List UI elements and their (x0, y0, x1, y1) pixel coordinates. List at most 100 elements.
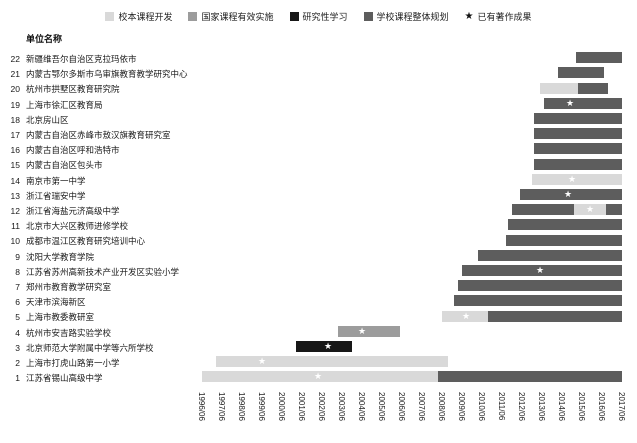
legend-item: 校本课程开发 (105, 10, 172, 23)
star-marker-icon: ★ (567, 173, 577, 184)
unit-name: 北京师范大学附属中学等六所学校 (26, 342, 154, 353)
legend-label: 校本课程开发 (118, 12, 173, 22)
unit-name: 上海市打虎山路第一小学 (26, 358, 120, 368)
gantt-bar-segment (454, 295, 622, 307)
unit-name: 内蒙古鄂尔多斯市乌审旗教育教学研究中心 (26, 69, 188, 80)
gantt-bar-segment (442, 310, 488, 322)
row-label: 3 北京师范大学附属中学等六所学校 (4, 339, 196, 354)
row-label: 15 内蒙古自治区包头市 (4, 156, 196, 171)
gantt-bar-segment (506, 234, 622, 246)
unit-name: 浙江省瑞安中学 (26, 190, 86, 201)
unit-name: 江苏省锡山高级中学 (26, 373, 103, 384)
unit-name: 上海市徐汇区教育局 (26, 99, 103, 110)
star-marker-icon: ★ (585, 204, 595, 215)
x-tick-label: 2000/06 (277, 392, 286, 421)
gantt-bar-segment (544, 97, 622, 109)
legend-item: ★ 已有著作成果 (465, 10, 532, 23)
gantt-bar-segment (606, 204, 622, 216)
gantt-bar-segment (534, 128, 622, 140)
gantt-bar-segment (540, 82, 578, 94)
gantt-bar-segment (216, 356, 448, 368)
gantt-bar-segment (202, 371, 438, 383)
legend-label: 已有著作成果 (477, 12, 532, 22)
row-number: 1 (15, 373, 20, 384)
row-label: 8 江苏省苏州高新技术产业开发区实验小学 (4, 263, 196, 278)
unit-name: 南京市第一中学 (26, 175, 86, 186)
row-label: 1 江苏省锡山高级中学 (4, 369, 196, 384)
legend-star-icon: ★ (464, 11, 474, 22)
row-label: 5 上海市教委教研室 (4, 308, 196, 323)
x-tick-label: 2014/06 (557, 392, 566, 421)
row-number: 17 (10, 130, 20, 140)
legend-swatch-icon (363, 12, 373, 21)
gantt-bar-segment (488, 310, 622, 322)
row-label: 22 新疆维吾尔自治区克拉玛依市 (4, 50, 196, 65)
unit-name: 杭州市拱墅区教育研究院 (26, 84, 120, 95)
row-number: 4 (15, 327, 20, 338)
row-number: 5 (15, 312, 20, 323)
legend-item: 研究性学习 (289, 10, 348, 23)
unit-name: 浙江省海盐元济高级中学 (26, 206, 120, 216)
row-number: 8 (15, 266, 20, 277)
row-number: 21 (10, 69, 20, 80)
row-number: 12 (10, 206, 20, 216)
unit-name: 上海市教委教研室 (26, 312, 95, 323)
gantt-bar-segment (512, 204, 574, 216)
unit-name: 北京市大兴区教师进修学校 (26, 221, 129, 232)
unit-name: 天津市滨海新区 (26, 297, 86, 308)
legend-item: 学校课程整体规划 (363, 10, 449, 23)
unit-name: 江苏省苏州高新技术产业开发区实验小学 (26, 266, 180, 277)
row-number: 16 (10, 145, 20, 156)
gantt-bar-segment (438, 371, 622, 383)
x-tick-label: 1996/06 (197, 392, 206, 421)
gantt-bar-segment (520, 188, 622, 200)
row-label: 13 浙江省瑞安中学 (4, 187, 196, 202)
unit-name: 新疆维吾尔自治区克拉玛依市 (26, 54, 137, 64)
row-label: 9 沈阳大学教育学院 (4, 248, 196, 263)
row-number: 3 (15, 342, 20, 353)
unit-name: 内蒙古自治区包头市 (26, 160, 103, 171)
unit-name: 内蒙古自治区赤峰市敖汉旗教育研究室 (26, 130, 171, 140)
star-marker-icon: ★ (257, 356, 267, 367)
gantt-bar-segment (574, 204, 606, 216)
star-marker-icon: ★ (357, 325, 367, 336)
x-tick-label: 2006/06 (397, 392, 406, 421)
row-label: 19 上海市徐汇区教育局 (4, 96, 196, 111)
row-label: 16 内蒙古自治区呼和浩特市 (4, 141, 196, 156)
chart-legend: 校本课程开发 国家课程有效实施 研究性学习 学校课程整体规划 ★ 已有著作成果 (0, 10, 637, 23)
row-label: 17 内蒙古自治区赤峰市敖汉旗教育研究室 (4, 126, 196, 141)
legend-swatch-icon (188, 12, 198, 21)
legend-item: 国家课程有效实施 (188, 10, 274, 23)
row-label: 6 天津市滨海新区 (4, 293, 196, 308)
row-label: 20 杭州市拱墅区教育研究院 (4, 80, 196, 95)
gantt-bar-segment (534, 112, 622, 124)
gantt-bar-segment (458, 280, 622, 292)
x-tick-label: 2005/06 (377, 392, 386, 421)
star-marker-icon: ★ (535, 264, 545, 275)
row-number: 14 (10, 175, 20, 186)
x-tick-label: 2015/06 (577, 392, 586, 421)
x-tick-label: 2001/06 (297, 392, 306, 421)
legend-label: 国家课程有效实施 (201, 12, 274, 22)
star-marker-icon: ★ (313, 371, 323, 382)
gantt-bar-segment (558, 67, 604, 79)
star-marker-icon: ★ (461, 310, 471, 321)
gantt-bar-segment (508, 219, 622, 231)
row-number: 7 (15, 282, 20, 292)
x-tick-label: 1998/06 (237, 392, 246, 421)
unit-name: 成都市温江区教育研究培训中心 (26, 236, 146, 247)
legend-swatch-icon (289, 12, 299, 21)
gantt-bar-segment (534, 143, 622, 155)
unit-name: 郑州市教育教学研究室 (26, 282, 112, 292)
row-number: 6 (15, 297, 20, 308)
star-marker-icon: ★ (565, 97, 575, 108)
x-tick-label: 2007/06 (417, 392, 426, 421)
legend-swatch-icon (105, 12, 115, 21)
row-number: 13 (10, 190, 20, 201)
x-tick-label: 2016/06 (597, 392, 606, 421)
row-label: 12 浙江省海盐元济高级中学 (4, 202, 196, 217)
x-tick-label: 2002/06 (317, 392, 326, 421)
gantt-bar-segment (296, 340, 352, 352)
unit-name: 杭州市安吉路实验学校 (26, 327, 112, 338)
